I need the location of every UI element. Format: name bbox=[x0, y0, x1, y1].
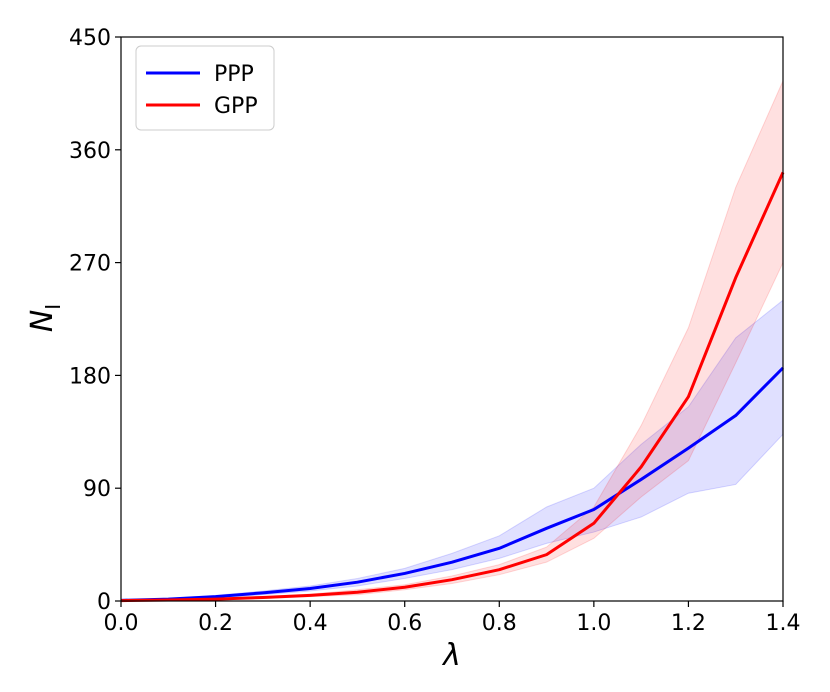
y-axis-label: NI bbox=[25, 304, 65, 332]
x-tick-label: 0.4 bbox=[293, 611, 328, 636]
x-tick-label: 0.8 bbox=[482, 611, 517, 636]
x-tick-label: 1.2 bbox=[671, 611, 706, 636]
x-tick-label: 0.0 bbox=[104, 611, 139, 636]
y-tick-label: 180 bbox=[69, 364, 111, 389]
x-tick-label: 1.0 bbox=[576, 611, 611, 636]
x-tick-label: 0.2 bbox=[198, 611, 233, 636]
svg-text:NI: NI bbox=[25, 304, 65, 332]
y-tick-label: 90 bbox=[83, 477, 111, 502]
legend: PPP GPP bbox=[135, 45, 275, 131]
series-lines bbox=[120, 171, 785, 603]
legend-label-gpp: GPP bbox=[214, 94, 258, 119]
plot-frame bbox=[120, 36, 784, 602]
x-tick-label: 0.6 bbox=[387, 611, 422, 636]
y-axis-label-main: N bbox=[25, 310, 60, 332]
band-gpp bbox=[120, 80, 784, 602]
y-tick-label: 450 bbox=[69, 26, 111, 51]
y-tick-label: 270 bbox=[69, 252, 111, 277]
series-line-ppp bbox=[120, 366, 785, 602]
legend-label-ppp: PPP bbox=[214, 62, 254, 87]
x-tick-label: 1.4 bbox=[766, 611, 801, 636]
y-axis-label-sub: I bbox=[41, 304, 65, 310]
x-axis: 0.0 0.2 0.4 0.6 0.8 1.0 1.2 1.4 bbox=[104, 601, 801, 636]
y-tick-label: 360 bbox=[69, 139, 111, 164]
legend-box bbox=[135, 45, 275, 131]
y-axis: 0 90 180 270 360 450 bbox=[69, 26, 121, 615]
x-axis-label: λ bbox=[441, 638, 461, 673]
confidence-bands bbox=[120, 80, 784, 602]
y-tick-label: 0 bbox=[97, 590, 111, 615]
series-line-gpp bbox=[120, 171, 785, 603]
